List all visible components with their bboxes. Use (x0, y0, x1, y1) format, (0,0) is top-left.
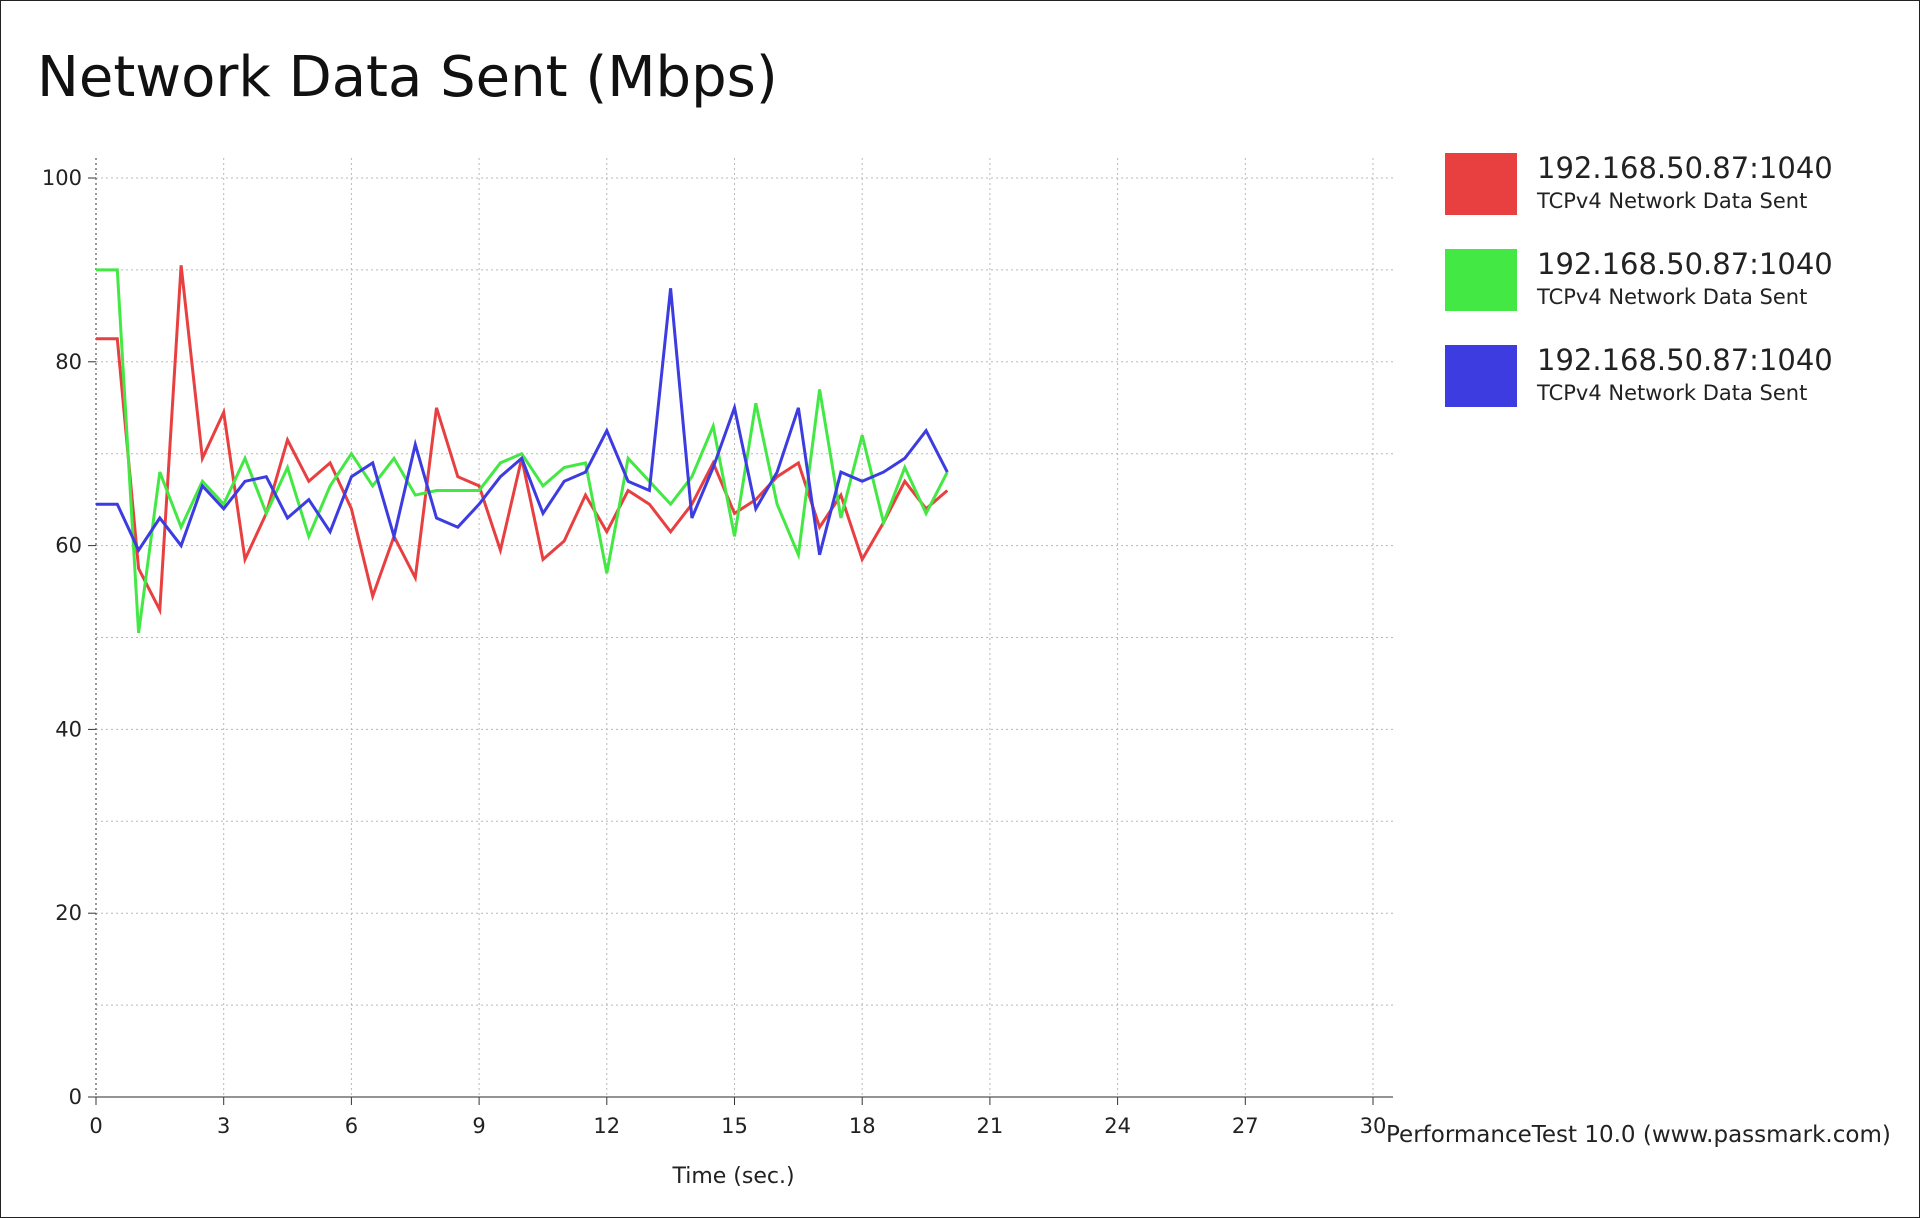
legend-series-name-1: 192.168.50.87:1040 (1537, 151, 1833, 185)
y-tick-label: 0 (69, 1085, 82, 1109)
y-tick-label: 80 (55, 350, 82, 374)
x-tick-label: 30 (1360, 1114, 1387, 1138)
x-tick-label: 15 (721, 1114, 748, 1138)
series-layer (96, 265, 949, 634)
watermark: PerformanceTest 10.0 (www.passmark.com) (1386, 1122, 1891, 1148)
chart-title: Network Data Sent (Mbps) (37, 45, 778, 110)
legend-swatch-1 (1445, 153, 1517, 215)
label-layer: 0 3 6 9 12 15 18 21 24 27 30 0 20 40 60 80 100 Time (sec.… (42, 166, 1386, 1189)
x-tick-label: 18 (849, 1114, 876, 1138)
y-tick-label: 40 (55, 717, 82, 741)
y-tick-label: 100 (42, 166, 82, 190)
x-axis-title: Time (sec.) (671, 1164, 794, 1189)
legend-series-name-3: 192.168.50.87:1040 (1537, 343, 1833, 377)
legend-item-1[interactable]: 192.168.50.87:1040 TCPv4 Network Data Se… (1445, 151, 1895, 215)
legend-swatch-3 (1445, 345, 1517, 407)
x-tick-label: 6 (345, 1114, 358, 1138)
x-tick-label: 9 (472, 1114, 485, 1138)
grid-layer (96, 158, 1393, 1097)
axis-layer (88, 158, 1393, 1105)
legend-series-desc-2: TCPv4 Network Data Sent (1537, 285, 1808, 309)
legend-item-3[interactable]: 192.168.50.87:1040 TCPv4 Network Data Se… (1445, 343, 1895, 407)
x-tick-label: 3 (217, 1114, 230, 1138)
legend: 192.168.50.87:1040 TCPv4 Network Data Se… (1445, 151, 1895, 439)
x-tick-label: 24 (1104, 1114, 1131, 1138)
series-line-2[interactable] (96, 268, 949, 634)
series-line-3[interactable] (96, 288, 949, 556)
y-tick-label: 20 (55, 901, 82, 925)
legend-series-desc-3: TCPv4 Network Data Sent (1537, 381, 1808, 405)
x-tick-label: 27 (1232, 1114, 1259, 1138)
y-tick-label: 60 (55, 534, 82, 558)
legend-item-2[interactable]: 192.168.50.87:1040 TCPv4 Network Data Se… (1445, 247, 1895, 311)
legend-series-name-2: 192.168.50.87:1040 (1537, 247, 1833, 281)
x-tick-label: 21 (977, 1114, 1004, 1138)
legend-series-desc-1: TCPv4 Network Data Sent (1537, 189, 1808, 213)
legend-swatch-2 (1445, 249, 1517, 311)
x-tick-label: 0 (89, 1114, 102, 1138)
x-tick-label: 12 (593, 1114, 620, 1138)
